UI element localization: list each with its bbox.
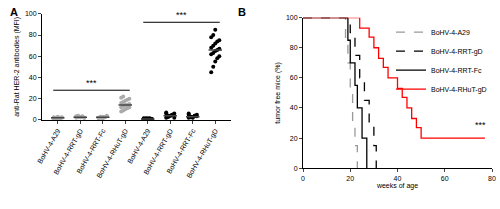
svg-text:20: 20 xyxy=(290,135,298,142)
svg-text:100: 100 xyxy=(286,14,298,21)
svg-text:BoHV-4-A29: BoHV-4-A29 xyxy=(36,128,62,165)
svg-text:BoHV-4-RHuT-gD: BoHV-4-RHuT-gD xyxy=(95,128,130,180)
svg-text:60: 60 xyxy=(441,175,449,182)
svg-text:BoHV-4-RRT-gD: BoHV-4-RRT-gD xyxy=(52,128,85,177)
svg-text:BoHV-4-RRT-Fc: BoHV-4-RRT-Fc xyxy=(165,127,197,175)
svg-text:60: 60 xyxy=(290,74,298,81)
svg-text:***: *** xyxy=(176,10,187,20)
svg-text:anti-Rat HER-2 antibodies (MFI: anti-Rat HER-2 antibodies (MFI) xyxy=(13,17,21,117)
svg-text:80: 80 xyxy=(29,31,37,38)
svg-text:BoHV-4-RRT-gD: BoHV-4-RRT-gD xyxy=(431,48,483,56)
svg-text:B: B xyxy=(238,6,246,18)
svg-text:100: 100 xyxy=(25,10,37,17)
svg-text:40: 40 xyxy=(29,74,37,81)
svg-text:BoHV-4-RRT-Fc: BoHV-4-RRT-Fc xyxy=(75,127,107,175)
svg-text:60: 60 xyxy=(29,53,37,60)
svg-text:80: 80 xyxy=(488,175,496,182)
svg-text:0: 0 xyxy=(294,165,298,172)
svg-text:BoHV-4-RRT-Fc: BoHV-4-RRT-Fc xyxy=(431,67,482,74)
svg-text:40: 40 xyxy=(394,175,402,182)
svg-text:BoHV-4-RRT-gD: BoHV-4-RRT-gD xyxy=(142,128,175,177)
svg-text:20: 20 xyxy=(346,175,354,182)
svg-text:***: *** xyxy=(86,78,97,88)
svg-text:BoHV-4-A29: BoHV-4-A29 xyxy=(431,29,470,36)
svg-text:***: *** xyxy=(475,120,486,130)
svg-text:A: A xyxy=(10,6,18,18)
svg-text:0: 0 xyxy=(33,116,37,123)
svg-text:BoHV-4-RHuT-gD: BoHV-4-RHuT-gD xyxy=(185,128,220,180)
svg-text:20: 20 xyxy=(29,95,37,102)
svg-text:BoHV-4-A29: BoHV-4-A29 xyxy=(126,128,152,165)
svg-text:40: 40 xyxy=(290,104,298,111)
svg-text:weeks of age: weeks of age xyxy=(376,182,418,190)
svg-text:80: 80 xyxy=(290,44,298,51)
svg-text:0: 0 xyxy=(301,175,305,182)
svg-text:tumor free mice (%): tumor free mice (%) xyxy=(274,62,282,123)
svg-text:BoHV-4-RHuT-gD: BoHV-4-RHuT-gD xyxy=(431,86,487,94)
